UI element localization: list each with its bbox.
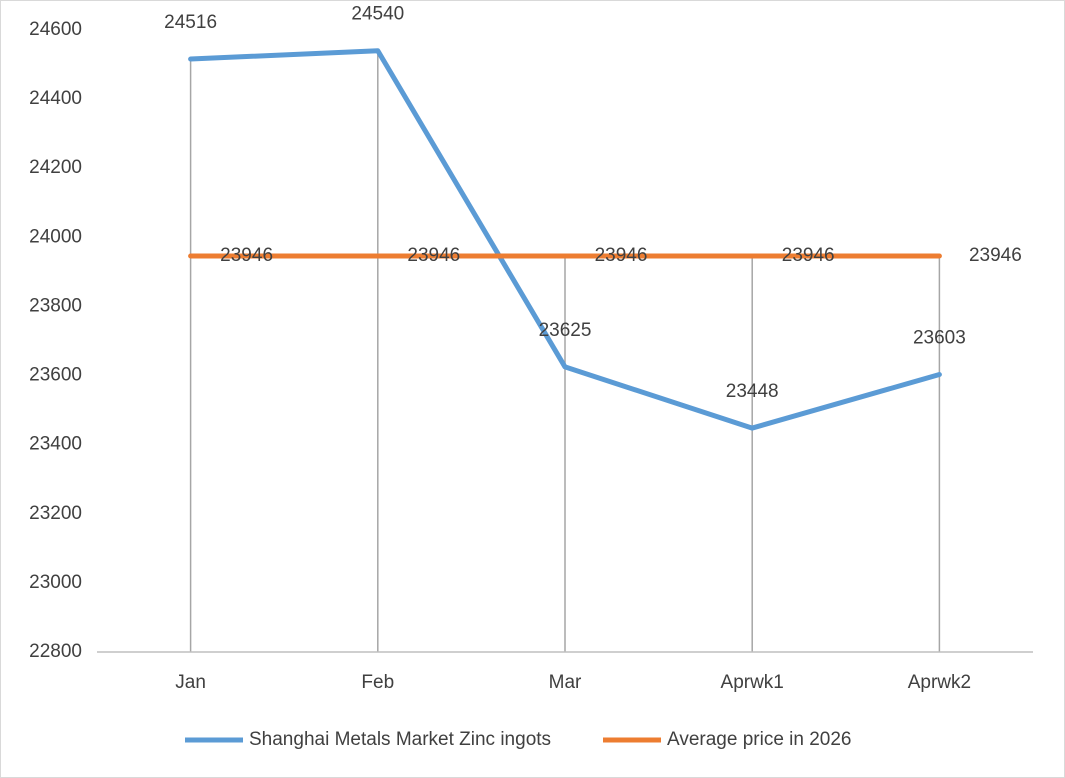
- y-tick-label: 22800: [29, 641, 82, 662]
- data-label: 23946: [220, 245, 273, 266]
- y-tick-label: 24400: [29, 88, 82, 109]
- data-label: 23625: [539, 320, 592, 341]
- data-label: 23946: [407, 245, 460, 266]
- x-tick-label: Aprwk2: [908, 672, 971, 693]
- data-label: 23946: [595, 245, 648, 266]
- data-label: 23448: [726, 381, 779, 402]
- series-line: [188, 48, 942, 431]
- data-label: 23603: [913, 328, 966, 349]
- x-tick-label: Feb: [361, 672, 394, 693]
- data-label: 24540: [351, 4, 404, 25]
- data-label: 23946: [782, 245, 835, 266]
- x-tick-label: Jan: [175, 672, 206, 693]
- x-tick-label: Aprwk1: [721, 672, 784, 693]
- legend-label: Shanghai Metals Market Zinc ingots: [249, 729, 551, 750]
- y-tick-label: 23000: [29, 572, 82, 593]
- y-tick-label: 23600: [29, 365, 82, 386]
- y-tick-label: 24000: [29, 226, 82, 247]
- y-tick-label: 23800: [29, 295, 82, 316]
- y-tick-label: 24200: [29, 157, 82, 178]
- legend-label: Average price in 2026: [667, 729, 852, 750]
- y-tick-label: 23400: [29, 434, 82, 455]
- data-label: 24516: [164, 12, 217, 33]
- y-tick-label: 23200: [29, 503, 82, 524]
- x-tick-label: Mar: [549, 672, 582, 693]
- data-label: 23946: [969, 245, 1022, 266]
- y-tick-label: 24600: [29, 19, 82, 40]
